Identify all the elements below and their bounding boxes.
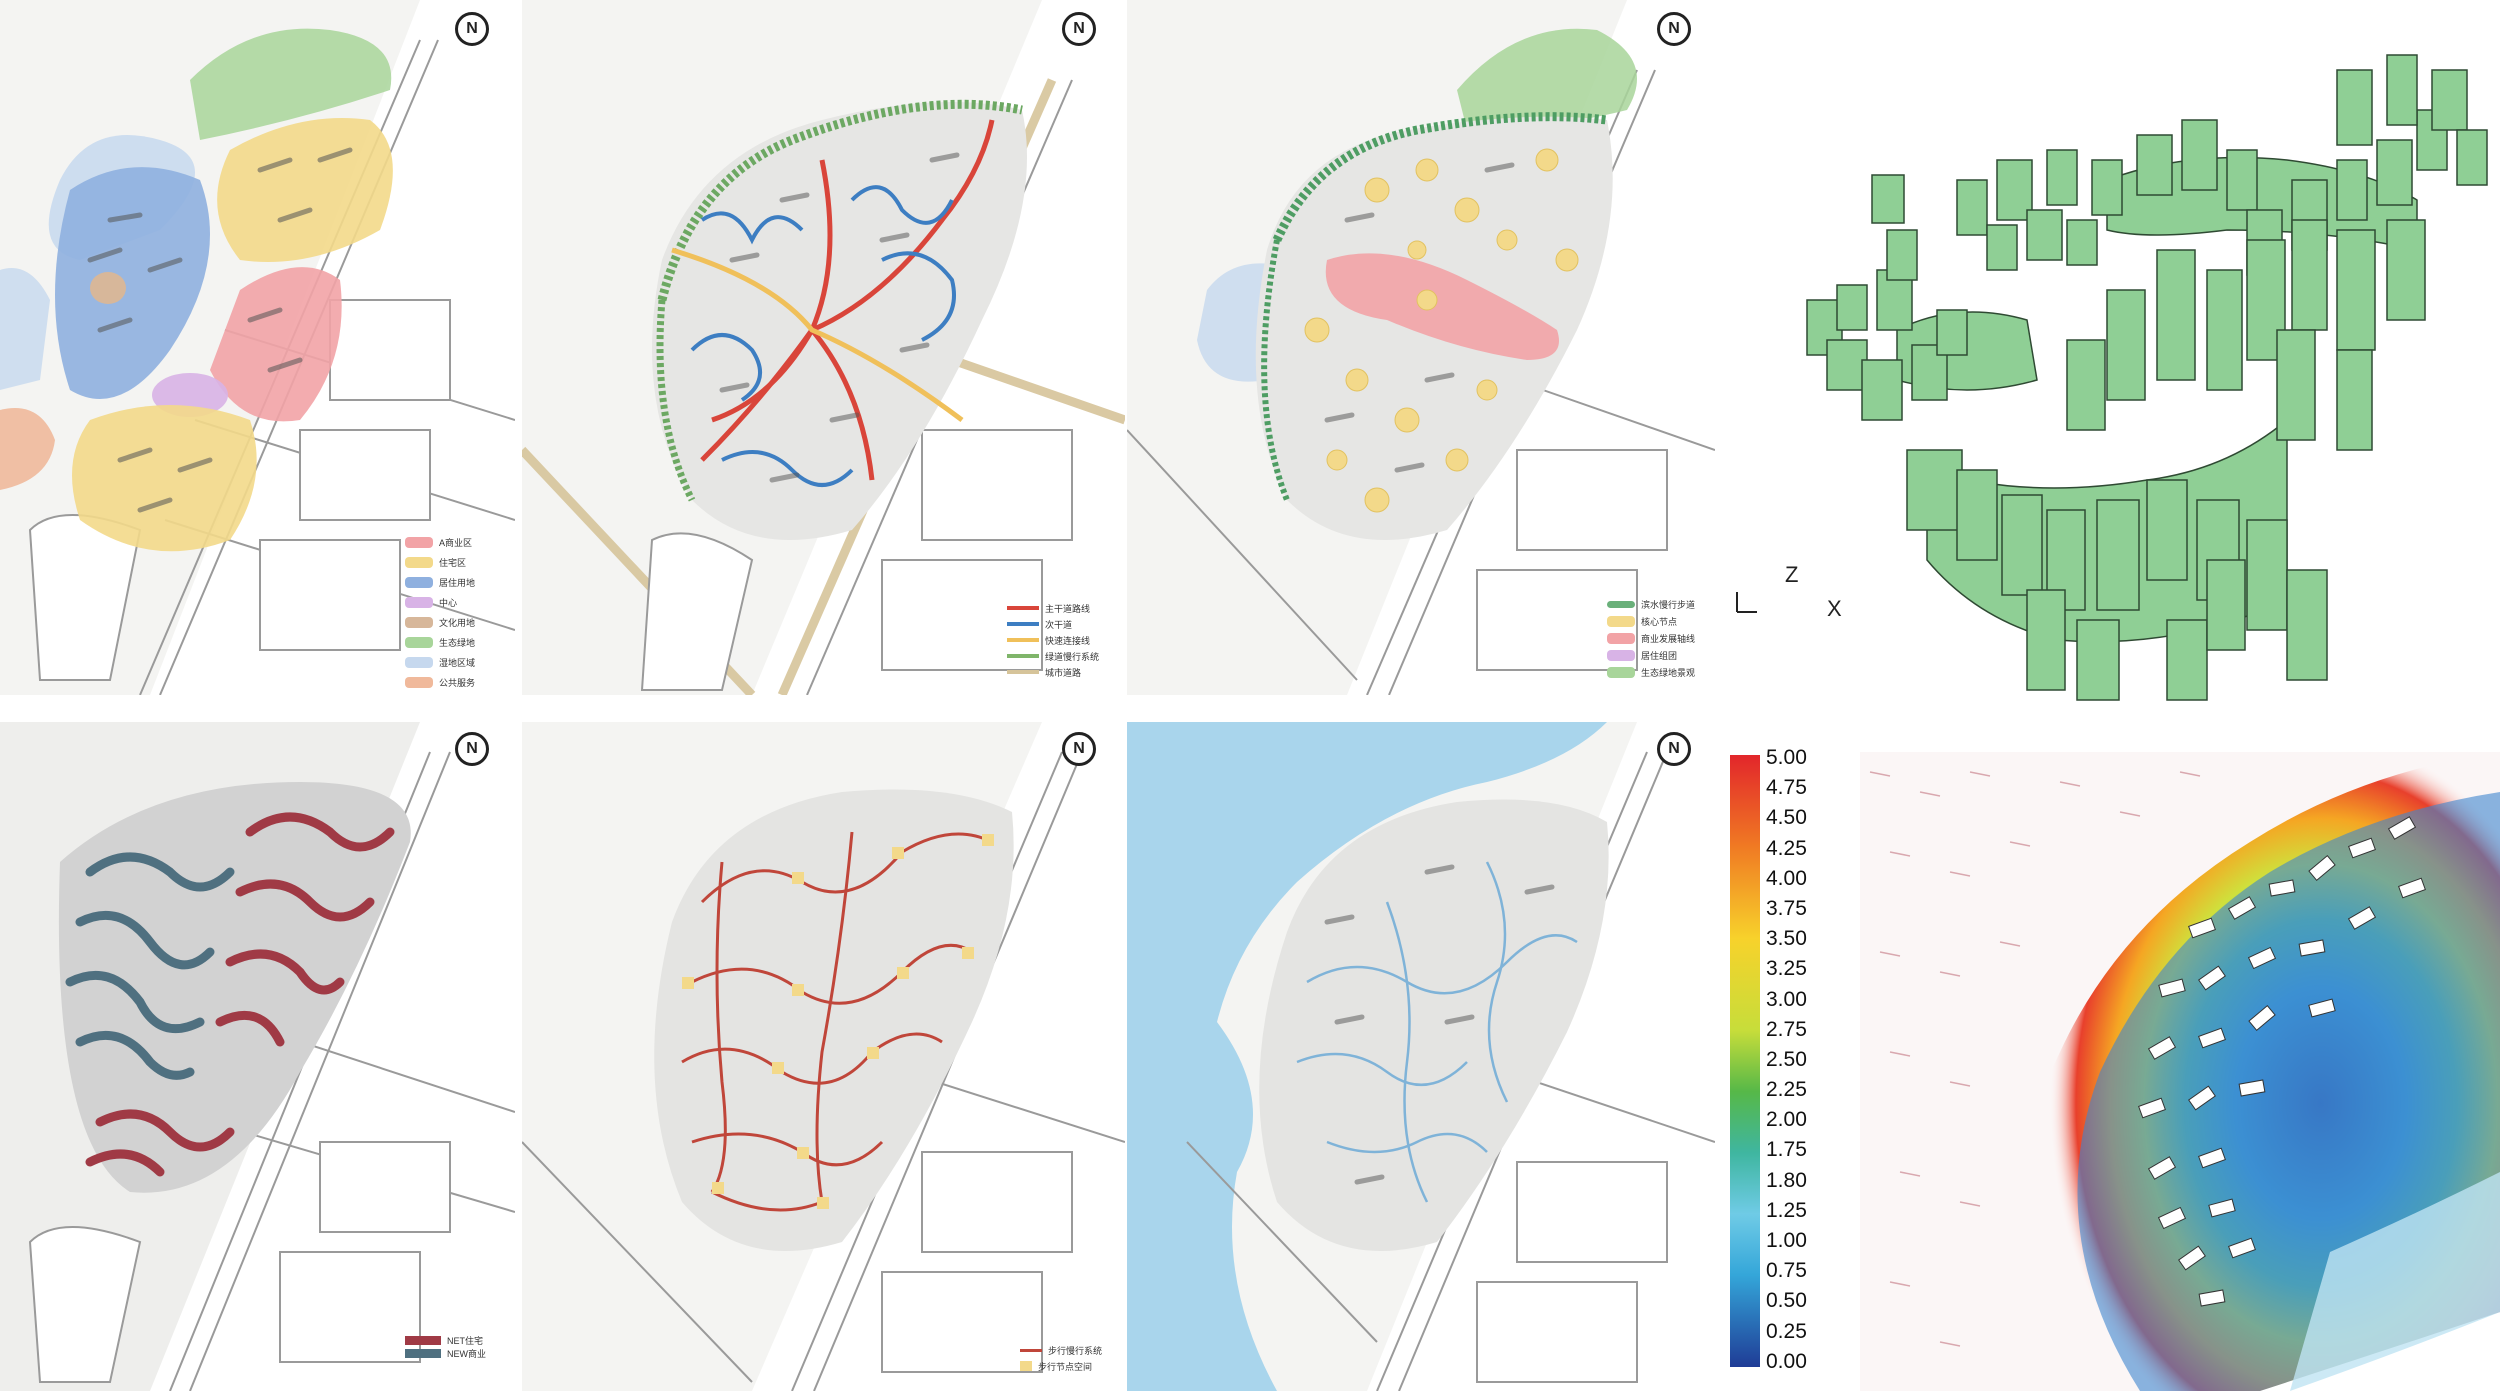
legend-swatch [1607,601,1635,608]
legend-item: 居住组团 [1607,647,1695,664]
north-arrow-icon: N [1657,12,1691,46]
legend-item: 文化用地 [405,612,475,632]
legend-land-use: A商业区 住宅区 居住用地 中心 文化用地 生态绿地 湿地区域 公共服务 [405,532,475,692]
legend-line [1020,1348,1042,1352]
road-network-map [522,0,1125,695]
scale-label: 2.75 [1766,1017,1807,1041]
panel-wind-simulation [1860,752,2500,1391]
north-arrow-icon: N [1657,732,1691,766]
panel-water-network: N [1127,722,1715,1391]
scale-label: 3.00 [1766,987,1807,1011]
scale-label: 3.75 [1766,896,1807,920]
scale-label: 2.00 [1766,1108,1807,1132]
spatial-structure-map [1127,0,1715,695]
scale-label: 4.00 [1766,866,1807,890]
building-function-map [0,722,515,1391]
scale-label: 0.25 [1766,1319,1807,1343]
legend-swatch [1607,616,1635,627]
scale-label: 2.50 [1766,1047,1807,1071]
scale-label: 1.25 [1766,1198,1807,1222]
legend-swatch [405,656,433,668]
legend-item: NET住宅 [405,1334,486,1347]
legend-swatch [1607,633,1635,644]
pedestrian-network-map [522,722,1125,1391]
north-arrow-icon: N [1062,12,1096,46]
legend-item: 城市道路 [1007,664,1099,680]
panel-building-function: N NET住宅 NEW商业 [0,722,515,1391]
legend-swatch [405,1336,441,1345]
legend-item: 滨水慢行步道 [1607,596,1695,613]
legend-swatch [405,596,433,608]
scale-label: 4.25 [1766,836,1807,860]
legend-structure: 滨水慢行步道 核心节点 商业发展轴线 居住组团 生态绿地景观 [1607,596,1695,681]
scale-label: 3.25 [1766,957,1807,981]
legend-item: 商业发展轴线 [1607,630,1695,647]
legend-item: A商业区 [405,532,475,552]
legend-roads: 主干道路线 次干道 快速连接线 绿道慢行系统 城市道路 [1007,600,1099,680]
panel-roads: N 主干道路线 次干道 快速连接线 绿道慢行系统 城市道路 [522,0,1125,695]
panel-pedestrian: N 步行慢行系统 步行节点空间 [522,722,1125,1391]
legend-item: 绿道慢行系统 [1007,648,1099,664]
legend-swatch [405,616,433,628]
panel-3d-model: Z X [1727,0,2500,720]
blue-green-network-map [1127,722,1715,1391]
wind-speed-scale-labels: 5.00 4.75 4.50 4.25 4.00 3.75 3.50 3.25 … [1766,743,1807,1377]
legend-pedestrian: 步行慢行系统 步行节点空间 [1020,1342,1102,1374]
panel-land-use: N A商业区 住宅区 居住用地 中心 文化用地 生态绿地 湿地区域 公共服务 [0,0,515,695]
scale-label: 4.75 [1766,776,1807,800]
wind-speed-colorbar [1730,755,1760,1367]
legend-item: 生态绿地 [405,632,475,652]
scale-label: 4.50 [1766,806,1807,830]
legend-swatch [1607,650,1635,661]
legend-swatch [405,1349,441,1358]
wind-field-map [1860,752,2500,1391]
legend-item: 中心 [405,592,475,612]
legend-swatch [405,556,433,568]
legend-swatch [405,576,433,588]
legend-line [1007,638,1039,642]
north-arrow-icon: N [455,12,489,46]
legend-item: NEW商业 [405,1347,486,1360]
legend-item: 生态绿地景观 [1607,664,1695,681]
legend-building-function: NET住宅 NEW商业 [405,1334,486,1360]
legend-line [1007,606,1039,610]
legend-item: 步行节点空间 [1020,1358,1102,1374]
legend-item: 步行慢行系统 [1020,1342,1102,1358]
scale-label: 1.75 [1766,1138,1807,1162]
axis-label-z: Z [1785,562,1799,587]
land-use-map [0,0,515,695]
panel-structure: N 滨水慢行步道 核心节点 商业发展轴线 居住组团 生态绿地景观 [1127,0,1715,695]
legend-item: 居住用地 [405,572,475,592]
legend-item: 住宅区 [405,552,475,572]
scale-label: 5.00 [1766,746,1807,769]
legend-item: 公共服务 [405,672,475,692]
north-arrow-icon: N [1062,732,1096,766]
legend-item: 次干道 [1007,616,1099,632]
scale-label: 0.00 [1766,1349,1807,1373]
legend-item: 快速连接线 [1007,632,1099,648]
scale-label: 0.75 [1766,1259,1807,1283]
scale-label: 1.00 [1766,1229,1807,1252]
building-3d-model [1736,54,2488,701]
scale-label: 3.50 [1766,927,1807,951]
axis-label-x: X [1827,596,1842,621]
scale-label: 0.50 [1766,1289,1807,1313]
legend-item: 湿地区域 [405,652,475,672]
north-arrow-icon: N [455,732,489,766]
legend-swatch [1607,667,1635,678]
legend-swatch [405,536,433,548]
scale-label: 1.80 [1766,1168,1807,1192]
legend-item: 主干道路线 [1007,600,1099,616]
legend-line [1007,654,1039,658]
scale-label: 2.25 [1766,1078,1807,1102]
legend-swatch [405,676,433,688]
legend-swatch [1020,1361,1032,1371]
legend-swatch [405,636,433,648]
legend-line [1007,670,1039,674]
legend-line [1007,622,1039,626]
legend-item: 核心节点 [1607,613,1695,630]
